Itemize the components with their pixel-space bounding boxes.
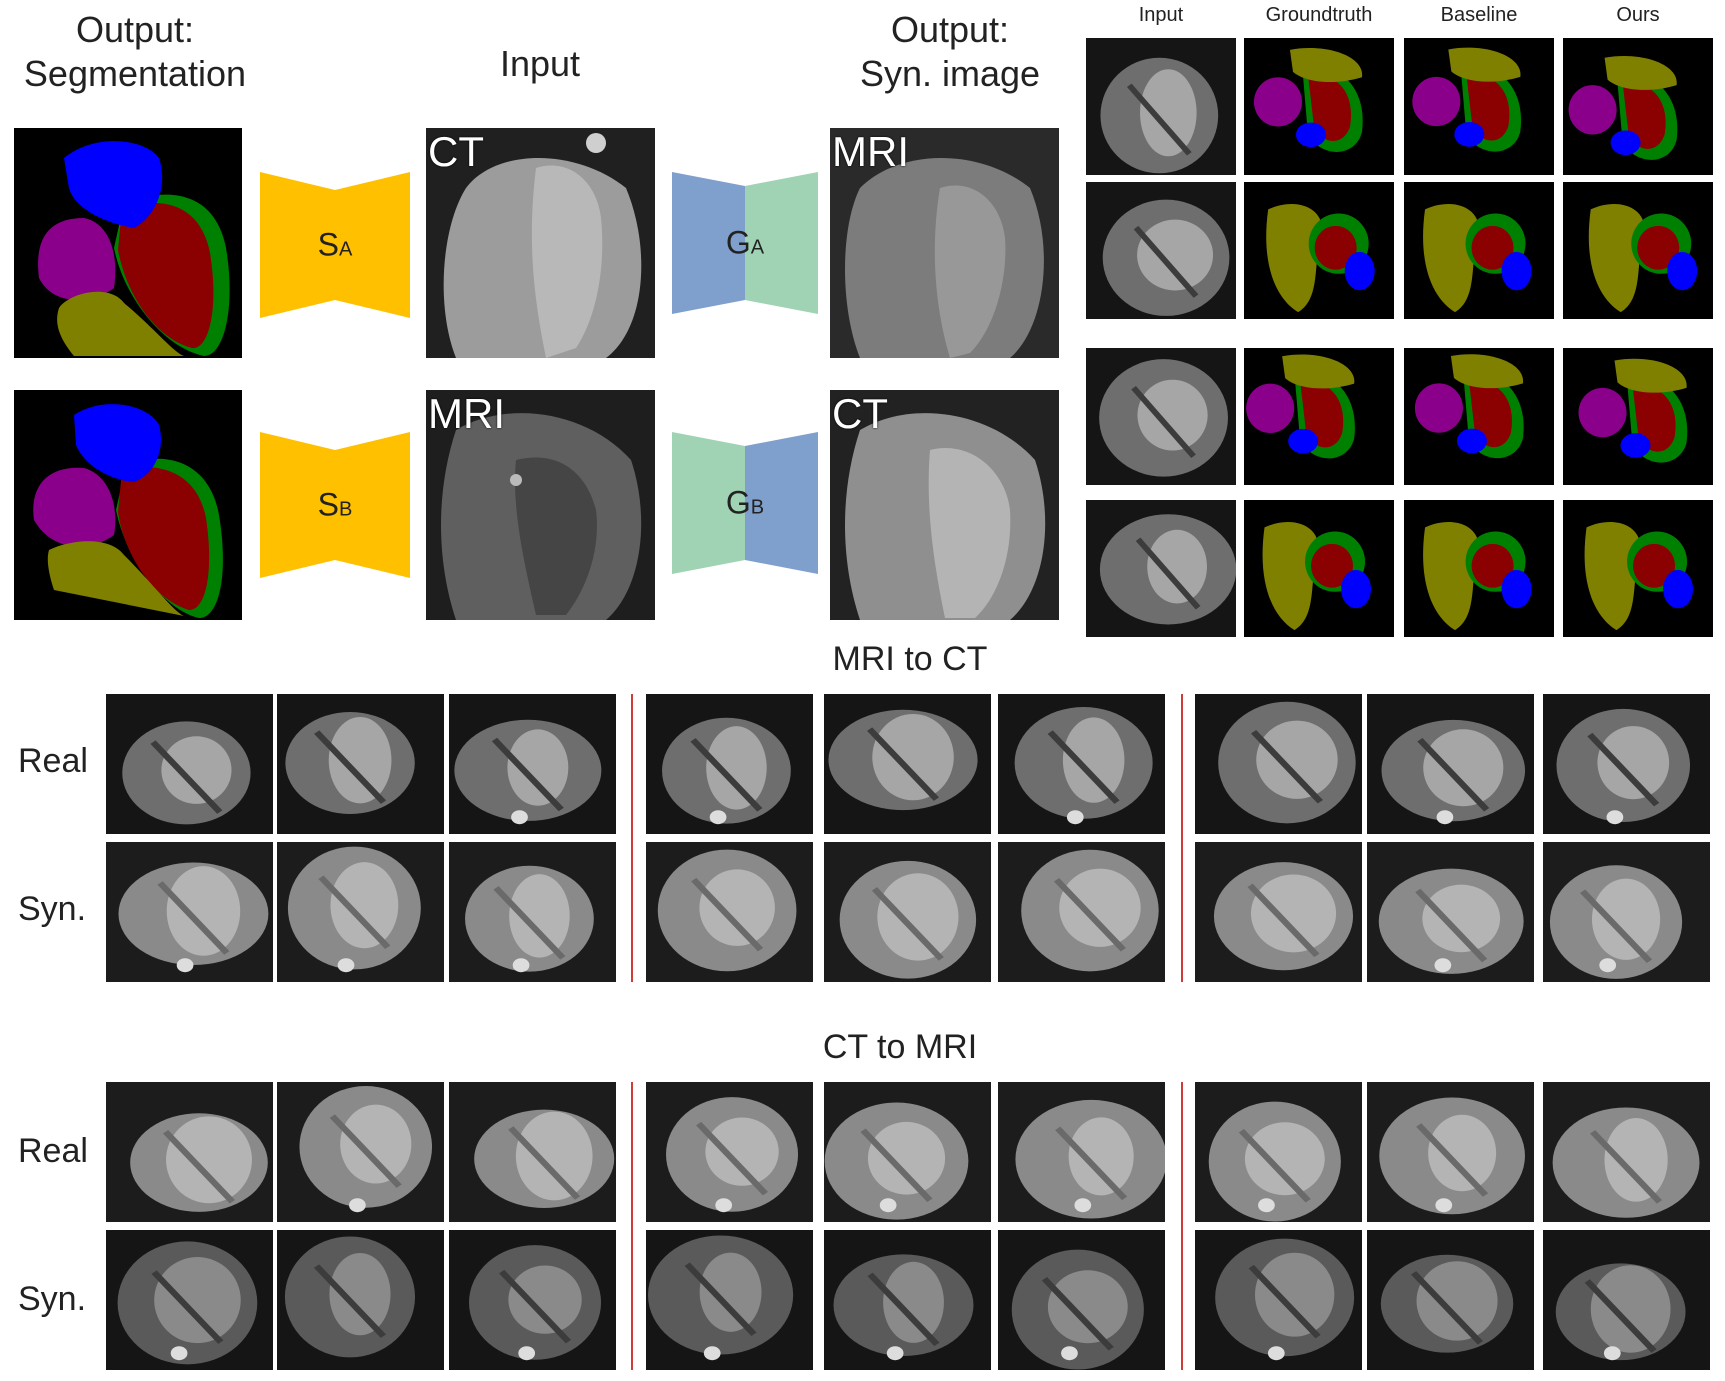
ct-to-mri-real-group-3-image-1 [1195,1082,1362,1222]
mri-to-ct-syn-group-2-image-3 [998,842,1165,982]
seg-output-header-line2: Segmentation [23,53,247,94]
ct-to-mri-real-group-3-image-2 [1367,1082,1534,1222]
comparison-ours-row-4 [1563,500,1713,637]
mri-to-ct-row-label-real: Real [18,742,88,780]
column-header-ours: Ours [1616,4,1660,26]
comparison-input-row-1 [1086,38,1236,175]
ct-to-mri-real-group-1-image-3 [449,1082,616,1222]
input-header: Input [499,43,581,84]
ct-to-mri-syn-group-2-image-1 [646,1230,813,1370]
ct-to-mri-syn-group-2-image-3 [998,1230,1165,1370]
synthetic-image-mri: MRI [830,128,1059,358]
mri-to-ct-real-group-1-image-2 [277,694,444,834]
ct-to-mri-syn-group-3-image-1 [1195,1230,1362,1370]
mri-to-ct-real-group-2-image-3 [998,694,1165,834]
ct-to-mri-row-label-real: Real [18,1132,88,1170]
output-label-a: MRI [832,128,909,175]
ct-to-mri-syn-group-1-image-1 [106,1230,273,1370]
input-image-mri: MRI [426,390,655,620]
mri-to-ct-separator-1 [631,694,633,982]
mri-to-ct-real-group-3-image-2 [1367,694,1534,834]
comparison-input-row-4 [1086,500,1236,637]
syn-output-header-line1: Output: [890,9,1010,50]
ct-to-mri-real-group-1-image-2 [277,1082,444,1222]
comparison-input-row-2 [1086,182,1236,319]
seg-output-header: Output: Segmentation [10,8,260,96]
seg-output-header-line1: Output: [75,9,195,50]
mri-to-ct-real-group-2-image-1 [646,694,813,834]
generator-network-gb: GB [672,432,818,574]
column-header-input: Input [1138,4,1184,26]
comparison-baseline-row-1 [1404,38,1554,175]
segmentation-output-b [14,390,242,620]
input-label-a: CT [428,128,484,175]
ct-to-mri-title: CT to MRI [822,1028,978,1066]
mri-to-ct-syn-group-3-image-3 [1543,842,1710,982]
mri-to-ct-syn-group-1-image-3 [449,842,616,982]
segmentation-network-sb: SB [260,432,410,578]
mri-to-ct-real-group-3-image-3 [1543,694,1710,834]
syn-output-header: Output: Syn. image [820,8,1080,96]
comparison-gt-row-4 [1244,500,1394,637]
comparison-baseline-row-2 [1404,182,1554,319]
comparison-baseline-row-3 [1404,348,1554,485]
sb-sub: B [339,498,353,521]
comparison-ours-row-1 [1563,38,1713,175]
ga-label: G [725,224,751,261]
comparison-ours-row-3 [1563,348,1713,485]
synthetic-image-ct: CT [830,390,1059,620]
ct-to-mri-separator-1 [631,1082,633,1370]
comparison-input-row-3 [1086,348,1236,485]
sb-label: S [317,486,339,523]
ct-to-mri-real-group-1-image-1 [106,1082,273,1222]
generator-network-ga: GA [672,172,818,314]
mri-to-ct-syn-group-1-image-2 [277,842,444,982]
ct-to-mri-syn-group-3-image-3 [1543,1230,1710,1370]
gb-label: G [725,484,751,521]
input-image-ct: CT [426,128,655,358]
mri-to-ct-real-group-1-image-1 [106,694,273,834]
ct-to-mri-separator-2 [1181,1082,1183,1370]
ga-sub: A [750,236,765,259]
mri-to-ct-syn-group-1-image-1 [106,842,273,982]
ct-to-mri-row-label-syn: Syn. [18,1280,87,1318]
mri-to-ct-syn-group-2-image-1 [646,842,813,982]
sa-label: S [317,226,339,263]
mri-to-ct-title: MRI to CT [832,640,988,678]
input-label-b: MRI [428,390,505,437]
comparison-baseline-row-4 [1404,500,1554,637]
gb-sub: B [750,496,765,519]
comparison-gt-row-2 [1244,182,1394,319]
column-header-groundtruth: Groundtruth [1265,4,1373,26]
ct-to-mri-syn-group-1-image-3 [449,1230,616,1370]
mri-to-ct-syn-group-3-image-1 [1195,842,1362,982]
mri-to-ct-real-group-1-image-3 [449,694,616,834]
mri-to-ct-real-group-2-image-2 [824,694,991,834]
ct-to-mri-real-group-3-image-3 [1543,1082,1710,1222]
comparison-gt-row-3 [1244,348,1394,485]
syn-output-header-line2: Syn. image [859,53,1041,94]
mri-to-ct-syn-group-3-image-2 [1367,842,1534,982]
segmentation-output-a [14,128,242,358]
mri-to-ct-syn-group-2-image-2 [824,842,991,982]
ct-to-mri-real-group-2-image-3 [998,1082,1165,1222]
ct-to-mri-syn-group-2-image-2 [824,1230,991,1370]
mri-to-ct-row-label-syn: Syn. [18,890,87,928]
ct-to-mri-real-group-2-image-1 [646,1082,813,1222]
comparison-gt-row-1 [1244,38,1394,175]
column-header-baseline: Baseline [1440,4,1518,26]
ct-to-mri-real-group-2-image-2 [824,1082,991,1222]
ct-to-mri-syn-group-3-image-2 [1367,1230,1534,1370]
mri-to-ct-separator-2 [1181,694,1183,982]
segmentation-network-sa: SA [260,172,410,318]
sa-sub: A [339,238,353,261]
mri-to-ct-real-group-3-image-1 [1195,694,1362,834]
output-label-b: CT [832,390,888,437]
ct-to-mri-syn-group-1-image-2 [277,1230,444,1370]
comparison-ours-row-2 [1563,182,1713,319]
